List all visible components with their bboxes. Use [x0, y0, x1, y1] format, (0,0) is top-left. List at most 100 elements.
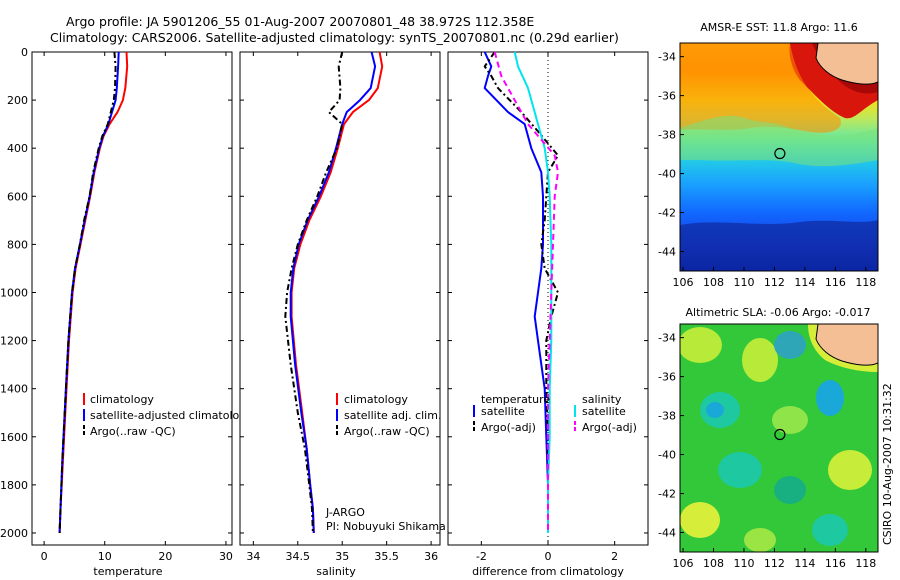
- legend-label-climatology: climatology: [90, 393, 154, 406]
- sla-anomaly: [774, 331, 806, 359]
- legend-label-sal-argo: Argo(-adj): [582, 421, 637, 434]
- map-y-tick-label: -44: [658, 246, 676, 259]
- salinity-axes-frame: [239, 51, 441, 546]
- difference-panel: -2 0 2 temperature satellite Argo(-adj) sa…: [447, 51, 649, 578]
- legend-label-climatology: climatology: [344, 393, 408, 406]
- y-tick-label: 1200: [0, 335, 28, 348]
- map-y-tick-label: -36: [658, 90, 676, 103]
- map-x-tick-label: 108: [703, 557, 724, 570]
- y-tick-label: 2000: [0, 527, 28, 540]
- difference-plot-area: -2 0 2: [448, 51, 648, 563]
- sst-map-title: AMSR-E SST: 11.8 Argo: 11.6: [700, 21, 858, 34]
- sla-map-frame: [679, 323, 879, 553]
- legend-label-temp-argo: Argo(-adj): [481, 421, 536, 434]
- sla-anomaly: [718, 452, 762, 488]
- map-y-tick-label: -40: [658, 449, 676, 462]
- series-line: [284, 51, 344, 534]
- sst-heatmap: [680, 43, 878, 271]
- series-line: [483, 51, 559, 533]
- sla-anomaly: [828, 450, 872, 490]
- sla-anomaly: [680, 327, 722, 363]
- map-y-tick-label: -40: [658, 168, 676, 181]
- map-y-tick-label: -36: [658, 371, 676, 384]
- sst-map-panel: AMSR-E SST: 11.8 Argo: 11.6 106 108 110 112…: [658, 21, 879, 289]
- figure-title-line2: Climatology: CARS2006. Satellite-adjuste…: [50, 30, 619, 45]
- y-tick-label: 0: [21, 46, 28, 59]
- temperature-plot-area: 0 10 20 30 0 200 400 600 800 1000 1200 1400 1600 1800…: [0, 46, 233, 563]
- x-tick-label: 20: [158, 550, 172, 563]
- map-x-tick-label: 106: [673, 557, 694, 570]
- map-y-tick-label: -38: [658, 129, 676, 142]
- x-tick-label: 34: [246, 550, 260, 563]
- sla-map-title: Altimetric SLA: -0.06 Argo: -0.017: [686, 306, 871, 319]
- temperature-axes-frame: [31, 51, 233, 546]
- sla-anomaly: [680, 502, 720, 538]
- x-tick-label: 30: [219, 550, 233, 563]
- x-tick-label: -2: [476, 550, 487, 563]
- legend-label-satellite: satellite-adjusted climatology: [90, 409, 253, 422]
- series-line: [493, 51, 559, 533]
- legend-group-temperature: temperature: [481, 393, 550, 406]
- map-x-tick-label: 110: [733, 557, 754, 570]
- series-line: [483, 51, 549, 533]
- difference-legend: temperature satellite Argo(-adj) salinit…: [473, 393, 637, 434]
- legend-group-salinity: salinity: [582, 393, 622, 406]
- salinity-panel: 34 34.5 35 35.5 36 climatology satellite adj…: [239, 51, 446, 578]
- x-tick-label: 36: [424, 550, 438, 563]
- legend-label-sal-satellite: satellite: [582, 405, 626, 418]
- sla-anomaly: [742, 338, 778, 382]
- y-tick-label: 600: [7, 190, 28, 203]
- y-tick-label: 1000: [0, 286, 28, 299]
- map-x-tick-label: 114: [794, 276, 815, 289]
- y-tick-label: 800: [7, 238, 28, 251]
- sla-heatmap: [680, 324, 878, 552]
- difference-x-label: difference from climatology: [472, 565, 624, 578]
- legend-label-argo: Argo(..raw -QC): [344, 425, 430, 438]
- x-tick-label: 35.5: [374, 550, 399, 563]
- temperature-x-label: temperature: [93, 565, 162, 578]
- map-y-tick-label: -42: [658, 488, 676, 501]
- sla-anomaly: [774, 476, 806, 504]
- csiro-timestamp: CSIRO 10-Aug-2007 10:31:32: [881, 383, 894, 545]
- map-y-tick-label: -34: [658, 332, 676, 345]
- map-y-tick-label: -34: [658, 51, 676, 64]
- x-tick-label: 10: [98, 550, 112, 563]
- map-x-tick-label: 118: [855, 276, 876, 289]
- y-tick-label: 400: [7, 142, 28, 155]
- sla-anomaly: [816, 380, 844, 416]
- temperature-legend: climatology satellite-adjusted climatolo…: [83, 393, 253, 438]
- map-x-tick-label: 110: [733, 276, 754, 289]
- sla-axes: 106 108 110 112 114 116 118 -34 -36 -38 -40 -42 -44: [658, 332, 876, 570]
- map-x-tick-label: 108: [703, 276, 724, 289]
- figure-title-line1: Argo profile: JA 5901206_55 01-Aug-2007 …: [66, 14, 534, 29]
- y-tick-label: 1600: [0, 431, 28, 444]
- sst-cold-pool: [680, 220, 878, 271]
- sla-anomaly: [772, 406, 808, 434]
- series-line: [58, 51, 117, 534]
- salinity-note-line2: PI: Nobuyuki Shikama: [326, 520, 446, 533]
- y-tick-label: 200: [7, 94, 28, 107]
- sst-land-australia: [815, 43, 878, 85]
- sla-anomaly: [744, 528, 776, 552]
- y-tick-label: 1400: [0, 383, 28, 396]
- x-tick-label: 34.5: [286, 550, 311, 563]
- legend-label-argo: Argo(..raw -QC): [90, 425, 176, 438]
- map-x-tick-label: 118: [855, 557, 876, 570]
- map-y-tick-label: -38: [658, 410, 676, 423]
- x-tick-label: 0: [545, 550, 552, 563]
- temperature-panel: 0 10 20 30 0 200 400 600 800 1000 1200 1400 1600 1800…: [0, 46, 253, 578]
- sst-argo-location-marker: [774, 147, 786, 160]
- map-x-tick-label: 116: [825, 276, 846, 289]
- sla-map-panel: Altimetric SLA: -0.06 Argo: -0.017: [658, 306, 879, 570]
- salinity-x-label: salinity: [316, 565, 356, 578]
- map-y-tick-label: -44: [658, 527, 676, 540]
- sla-argo-location-marker: [774, 428, 786, 441]
- legend-label-satellite: satellite adj. clim.: [344, 409, 441, 422]
- sla-blobs: [680, 327, 872, 552]
- map-y-tick-label: -42: [658, 207, 676, 220]
- sst-green-band: [680, 115, 878, 167]
- map-x-tick-label: 106: [673, 276, 694, 289]
- salinity-plot-area: 34 34.5 35 35.5 36: [240, 51, 440, 563]
- map-x-tick-label: 112: [764, 276, 785, 289]
